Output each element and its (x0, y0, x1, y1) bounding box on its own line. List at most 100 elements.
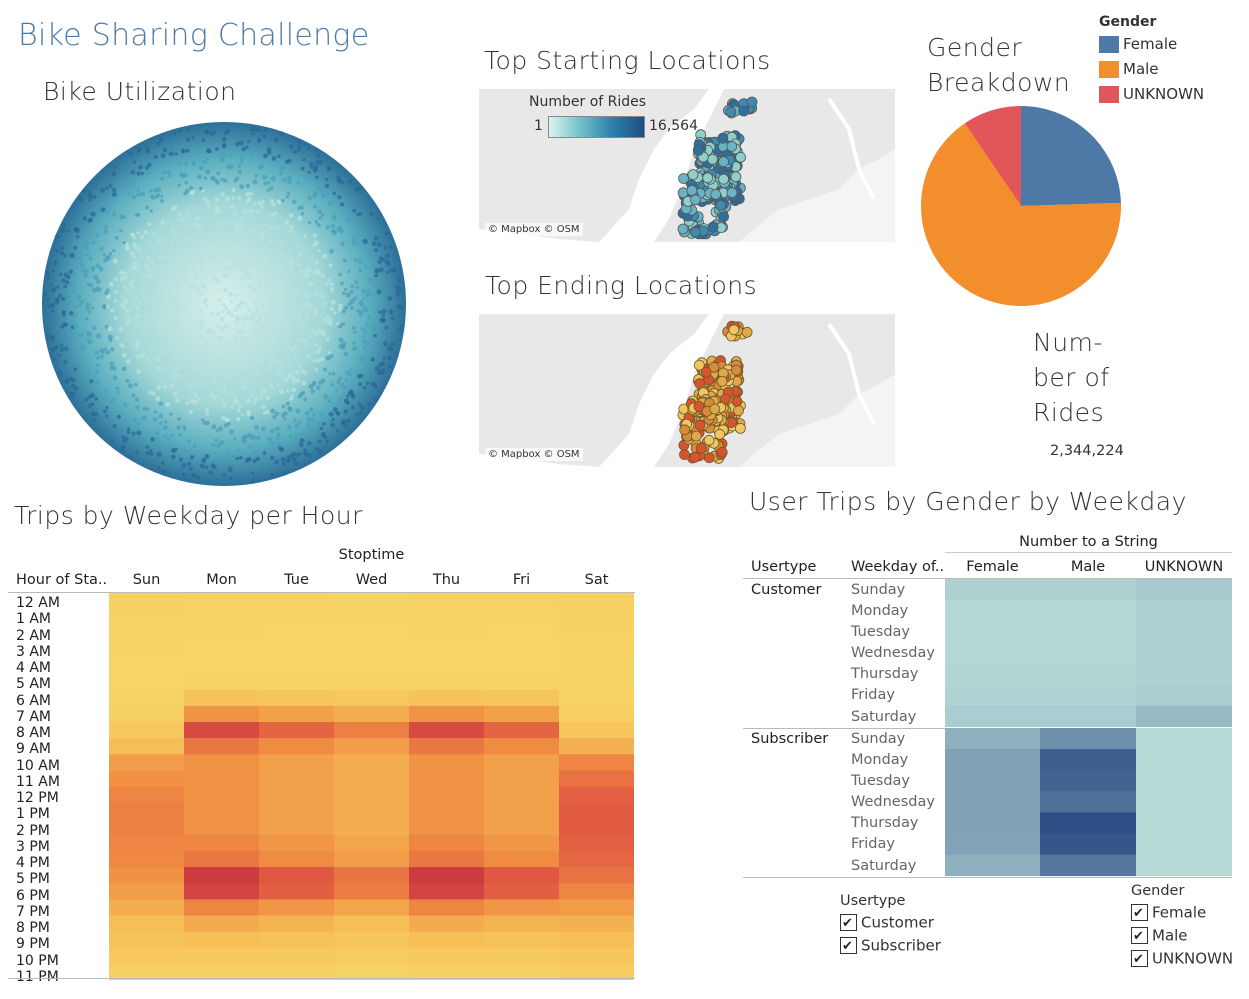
bike-bubble[interactable] (151, 270, 156, 276)
bike-bubble[interactable] (216, 325, 221, 329)
heatmap-cell[interactable] (184, 722, 260, 739)
bike-bubble[interactable] (252, 201, 257, 206)
user-trips-cell[interactable] (1136, 579, 1232, 601)
bike-bubble[interactable] (85, 269, 89, 273)
bike-bubble[interactable] (74, 386, 79, 391)
bike-bubble[interactable] (227, 220, 232, 224)
bike-bubble[interactable] (162, 469, 167, 474)
bike-bubble[interactable] (282, 470, 287, 476)
bike-bubble[interactable] (240, 265, 245, 270)
bike-bubble[interactable] (197, 240, 203, 246)
bike-bubble[interactable] (235, 456, 239, 461)
bike-bubble[interactable] (270, 176, 276, 182)
bike-bubble[interactable] (362, 386, 367, 390)
bike-bubble[interactable] (151, 311, 157, 317)
bike-bubble[interactable] (272, 415, 277, 420)
bike-bubble[interactable] (61, 296, 66, 301)
heatmap-cell[interactable] (109, 947, 185, 965)
bike-bubble[interactable] (186, 127, 190, 132)
bike-bubble[interactable] (128, 151, 134, 157)
bike-bubble[interactable] (306, 267, 312, 273)
bike-bubble[interactable] (207, 363, 213, 369)
bike-bubble[interactable] (177, 417, 181, 422)
bike-bubble[interactable] (42, 291, 47, 296)
bike-bubble[interactable] (53, 260, 58, 266)
heatmap-cell[interactable] (259, 818, 335, 836)
bike-bubble[interactable] (217, 346, 221, 350)
bike-bubble[interactable] (241, 413, 245, 417)
bike-bubble[interactable] (317, 209, 323, 215)
bike-bubble[interactable] (190, 233, 195, 238)
bike-bubble[interactable] (147, 169, 152, 174)
bike-bubble[interactable] (169, 240, 174, 245)
bike-bubble[interactable] (46, 276, 51, 281)
bike-bubble[interactable] (322, 302, 328, 307)
bike-bubble[interactable] (373, 333, 377, 338)
bike-bubble[interactable] (251, 287, 257, 293)
bike-bubble[interactable] (307, 426, 312, 432)
bike-bubble[interactable] (170, 317, 175, 322)
bike-bubble[interactable] (374, 385, 378, 389)
heatmap-cell[interactable] (109, 657, 185, 675)
bike-bubble[interactable] (318, 347, 322, 351)
bike-bubble[interactable] (150, 391, 156, 397)
user-trips-cell[interactable] (1136, 663, 1232, 685)
heatmap-cell[interactable] (184, 834, 260, 852)
bike-bubble[interactable] (249, 435, 255, 440)
bike-bubble[interactable] (126, 358, 131, 364)
bike-bubble[interactable] (372, 382, 377, 387)
bike-bubble[interactable] (264, 356, 269, 361)
bike-bubble[interactable] (115, 336, 119, 340)
bike-bubble[interactable] (193, 392, 198, 398)
bike-bubble[interactable] (289, 397, 293, 401)
bike-bubble[interactable] (170, 448, 176, 454)
user-trips-cell[interactable] (945, 854, 1040, 877)
bike-bubble[interactable] (310, 417, 315, 422)
heatmap-cell[interactable] (559, 657, 634, 675)
bike-bubble[interactable] (103, 224, 109, 230)
bike-bubble[interactable] (383, 245, 388, 250)
bike-bubble[interactable] (130, 170, 136, 175)
bike-bubble[interactable] (267, 367, 271, 372)
bike-bubble[interactable] (287, 330, 292, 335)
bike-bubble[interactable] (266, 147, 272, 152)
bike-bubble[interactable] (239, 344, 244, 349)
bike-bubble[interactable] (136, 171, 141, 176)
bike-bubble[interactable] (288, 433, 293, 438)
bike-bubble[interactable] (108, 338, 113, 343)
bike-bubble[interactable] (191, 350, 197, 356)
bike-bubble[interactable] (99, 246, 104, 251)
bike-bubble[interactable] (347, 372, 352, 377)
bike-bubble[interactable] (61, 222, 66, 228)
bike-bubble[interactable] (303, 451, 309, 457)
bike-bubble[interactable] (196, 367, 200, 371)
bike-bubble[interactable] (287, 458, 292, 463)
bike-bubble[interactable] (288, 229, 292, 233)
heatmap-cell[interactable] (334, 915, 410, 933)
bike-bubble[interactable] (60, 227, 66, 233)
heatmap-cell[interactable] (334, 657, 410, 675)
bike-bubble[interactable] (136, 150, 141, 154)
bike-bubble[interactable] (223, 365, 228, 369)
bike-bubble[interactable] (343, 409, 348, 414)
bike-bubble[interactable] (104, 291, 109, 296)
station-marker[interactable] (716, 446, 728, 458)
heatmap-cell[interactable] (334, 867, 410, 884)
bike-bubble[interactable] (354, 258, 358, 262)
bike-bubble[interactable] (303, 448, 307, 452)
bike-bubble[interactable] (312, 359, 317, 363)
heatmap-cell[interactable] (259, 625, 335, 642)
bike-bubble[interactable] (286, 424, 292, 430)
bike-bubble[interactable] (222, 371, 227, 376)
heatmap-cell[interactable] (409, 867, 485, 884)
bike-bubble[interactable] (194, 286, 200, 292)
bike-bubble[interactable] (55, 248, 60, 253)
bike-bubble[interactable] (278, 250, 284, 257)
heatmap-cell[interactable] (484, 673, 560, 691)
bike-bubble[interactable] (159, 421, 163, 425)
bike-bubble[interactable] (161, 255, 166, 260)
bike-bubble[interactable] (220, 192, 225, 197)
bike-bubble[interactable] (59, 251, 65, 256)
bike-bubble[interactable] (98, 266, 104, 272)
bike-bubble[interactable] (241, 328, 246, 333)
